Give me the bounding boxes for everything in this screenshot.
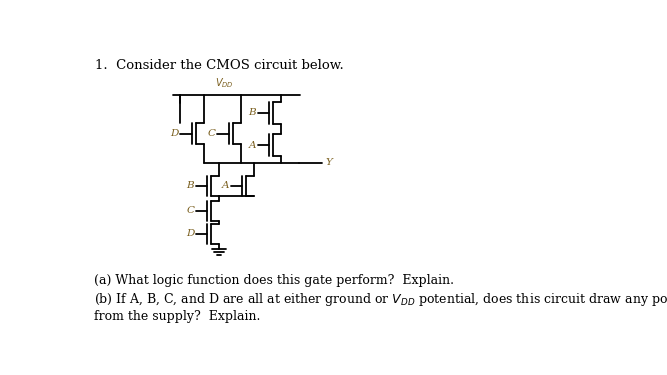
Text: C: C bbox=[186, 206, 194, 215]
Text: A: A bbox=[221, 182, 229, 190]
Text: D: D bbox=[186, 229, 194, 238]
Text: A: A bbox=[249, 141, 256, 150]
Text: (b) If A, B, C, and D are all at either ground or $V_{DD}$ potential, does this : (b) If A, B, C, and D are all at either … bbox=[94, 291, 667, 323]
Text: B: B bbox=[187, 182, 194, 190]
Text: C: C bbox=[208, 129, 216, 138]
Text: (a) What logic function does this gate perform?  Explain.: (a) What logic function does this gate p… bbox=[94, 274, 454, 288]
Text: B: B bbox=[249, 108, 256, 117]
Text: 1.  Consider the CMOS circuit below.: 1. Consider the CMOS circuit below. bbox=[95, 59, 344, 72]
Text: $V_{DD}$: $V_{DD}$ bbox=[215, 76, 234, 90]
Text: D: D bbox=[170, 129, 179, 138]
Text: Y: Y bbox=[326, 158, 333, 167]
